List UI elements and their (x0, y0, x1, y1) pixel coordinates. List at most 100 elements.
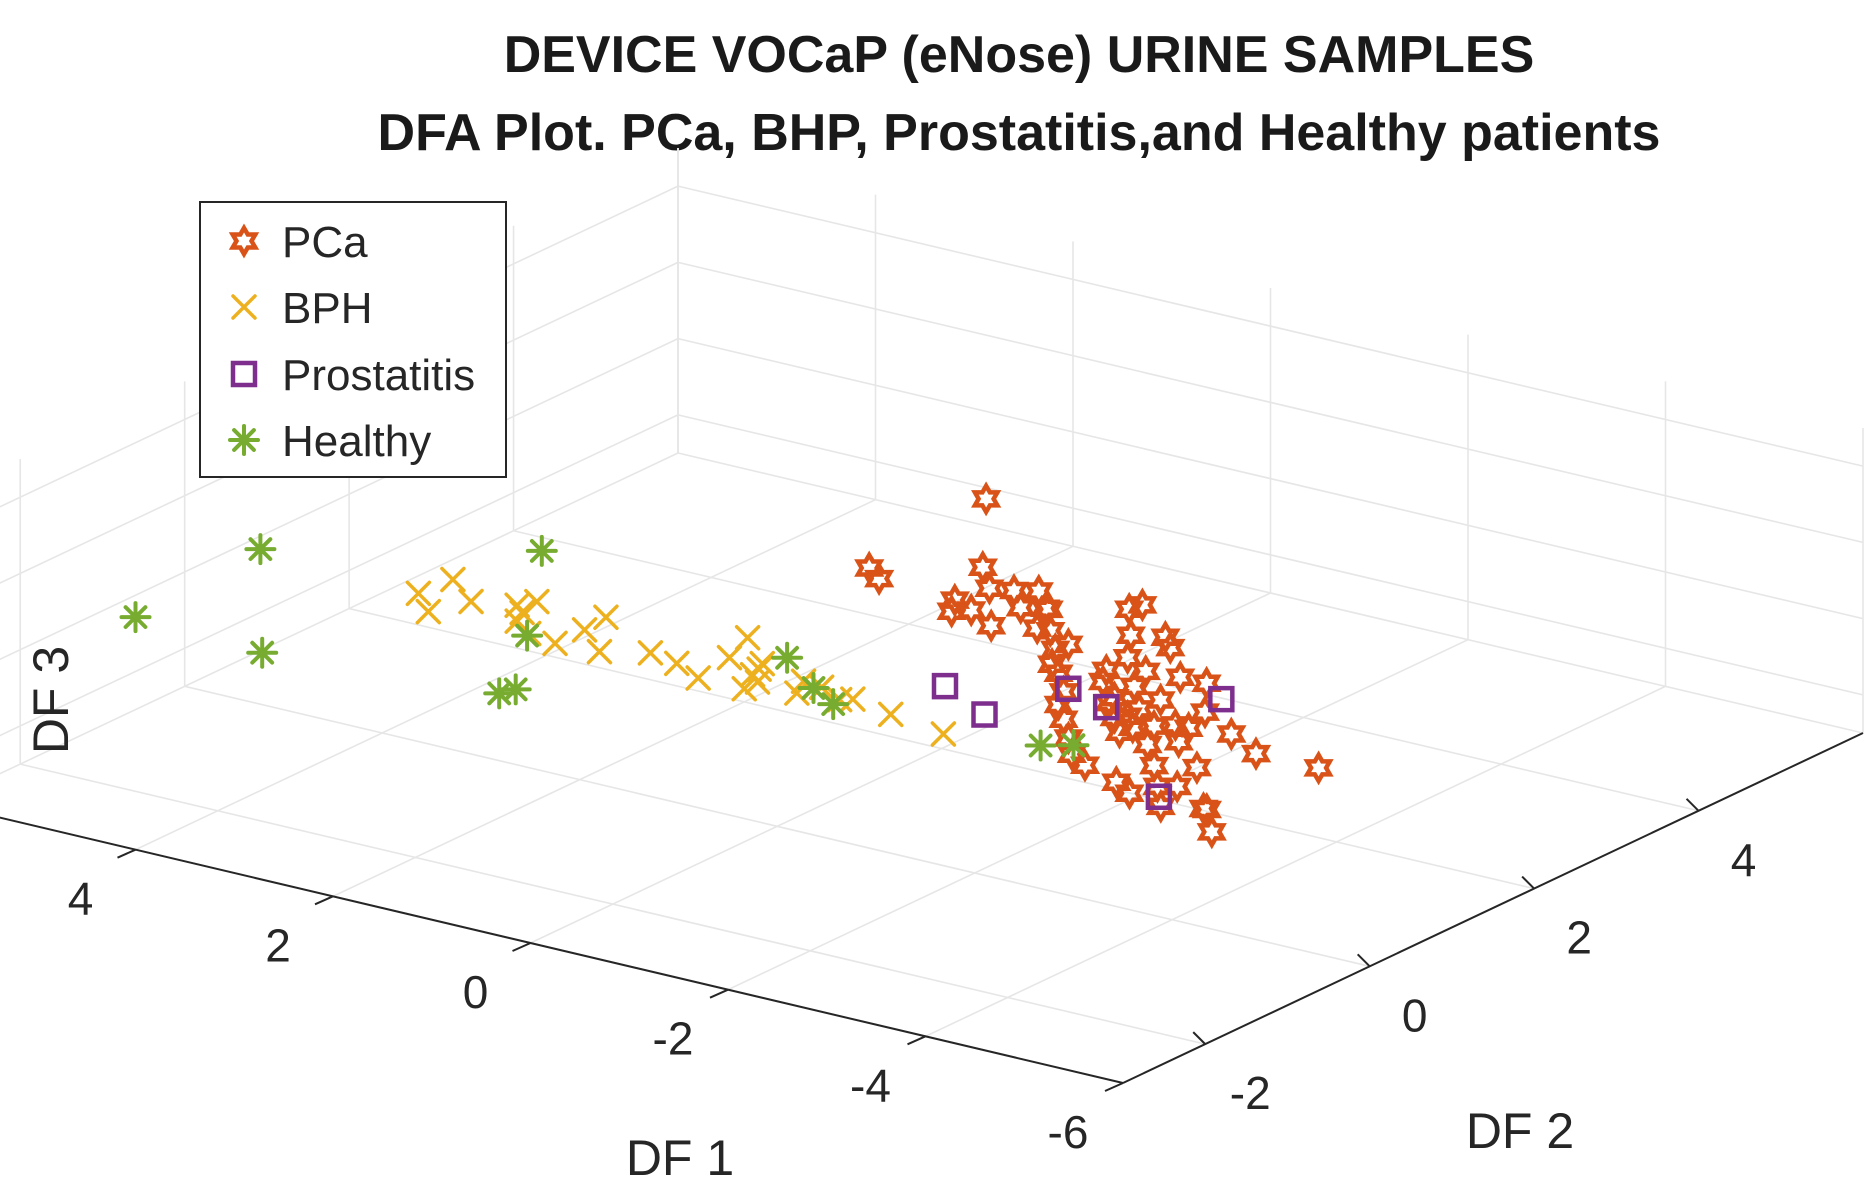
point-prostatitis (1208, 685, 1235, 713)
point-pca (1130, 653, 1161, 689)
y-tick-mark (1521, 875, 1535, 890)
point-bph (930, 721, 957, 747)
x-tick-label: 2 (265, 919, 291, 971)
point-bph (593, 604, 619, 630)
point-bph (571, 617, 598, 643)
point-healthy (525, 534, 558, 567)
legend-marker-prostatitis (230, 360, 258, 388)
point-pca (955, 592, 987, 628)
point-prostatitis (1055, 675, 1082, 703)
x-tick-label: 0 (463, 966, 489, 1018)
point-pca (1112, 640, 1143, 676)
point-prostatitis (1145, 783, 1173, 811)
point-pca (1165, 659, 1196, 695)
point-pca (1155, 630, 1186, 666)
point-bph (440, 566, 466, 593)
grid-line (677, 261, 1864, 544)
point-bph (405, 580, 432, 607)
axes-layer (0, 732, 1864, 1092)
point-bph (685, 665, 711, 691)
grid-line (677, 414, 1864, 696)
point-bph (664, 650, 690, 677)
point-healthy (797, 672, 830, 704)
legend: PCa BPH Prostatitis Healthy (199, 201, 507, 478)
series-prostatitis (931, 672, 1235, 811)
y-axis-label: DF 2 (1466, 1103, 1574, 1159)
point-pca (1056, 736, 1088, 772)
series-pca (854, 481, 1334, 850)
point-bph (415, 598, 442, 625)
y-tick-label: -2 (1230, 1067, 1271, 1119)
point-pca (971, 481, 1002, 517)
grid-line (925, 685, 1666, 1038)
y-tick-label: 4 (1731, 834, 1757, 886)
point-pca (1173, 710, 1204, 746)
grid-line (0, 452, 679, 775)
grid-line (0, 337, 679, 661)
z-axis-label: DF 3 (23, 646, 79, 754)
tick-labels-layer: 420-2-4-6-2024420-2 (68, 834, 1757, 1158)
series-bph (405, 566, 957, 747)
grid-line (677, 185, 1864, 467)
point-pca (1303, 750, 1334, 786)
data-points-layer (119, 481, 1334, 850)
point-healthy (1057, 729, 1090, 762)
y-tick-mark (1192, 1031, 1206, 1045)
x-tick-label: -6 (1048, 1106, 1089, 1158)
point-pca (1036, 646, 1068, 682)
legend-marker-bph (231, 294, 257, 320)
point-pca (1216, 716, 1247, 752)
grid-line (727, 638, 1469, 991)
series-healthy (119, 533, 1090, 762)
point-bph (746, 656, 772, 682)
point-healthy (817, 688, 850, 721)
point-pca (1191, 665, 1222, 701)
x-tick-mark (117, 848, 136, 859)
point-healthy (246, 636, 279, 669)
point-pca (939, 582, 971, 618)
x-tick-mark (709, 988, 729, 999)
y-tick-mark (1685, 798, 1700, 812)
x-tick-mark (1104, 1082, 1124, 1092)
point-pca (1161, 768, 1193, 805)
x-tick-mark (907, 1035, 926, 1046)
point-healthy (511, 619, 544, 652)
point-healthy (1024, 729, 1057, 762)
point-bph (458, 588, 484, 615)
point-prostatitis (971, 701, 998, 728)
point-pca (854, 550, 885, 586)
grid-line (677, 337, 1864, 620)
point-bph (586, 638, 613, 665)
point-pca (1240, 736, 1272, 772)
legend-label-prostatitis: Prostatitis (282, 351, 475, 400)
point-pca (1139, 748, 1170, 784)
point-prostatitis (931, 672, 959, 700)
point-pca (1114, 775, 1145, 811)
legend-label-pca: PCa (282, 218, 368, 267)
point-bph (840, 686, 866, 712)
y-axis-line (1122, 732, 1864, 1084)
point-pca (1053, 626, 1084, 662)
x-tick-label: 4 (68, 873, 94, 925)
point-pca (1150, 619, 1181, 655)
point-bph (784, 680, 810, 706)
point-healthy (119, 601, 152, 634)
point-pca (1005, 590, 1036, 626)
point-healthy (483, 677, 516, 710)
x-tick-mark (512, 942, 531, 952)
point-healthy (771, 641, 804, 674)
point-bph (734, 624, 761, 651)
point-healthy (499, 673, 532, 706)
chart-title-line-2: DFA Plot. PCa, BHP, Prostatitis,and Heal… (378, 104, 1661, 162)
x-axis-line (0, 816, 1124, 1084)
x-tick-label: -2 (653, 1013, 694, 1065)
grid-line (135, 498, 876, 851)
y-tick-mark (1356, 953, 1371, 968)
legend-label-bph: BPH (282, 284, 372, 333)
point-prostatitis (1092, 693, 1120, 721)
point-bph (731, 675, 757, 702)
y-tick-label: 0 (1402, 989, 1428, 1041)
grid-line (348, 607, 1535, 890)
legend-label-healthy: Healthy (282, 417, 431, 466)
point-pca (975, 608, 1007, 644)
